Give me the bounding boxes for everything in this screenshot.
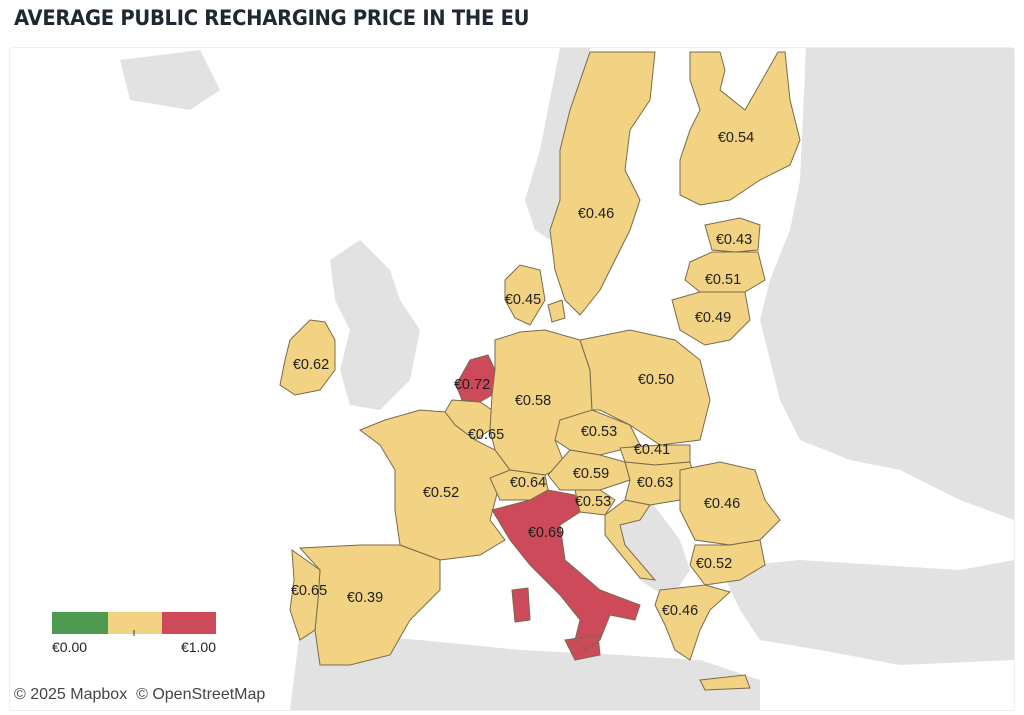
country-croatia[interactable]: [604, 499, 657, 581]
country-latvia[interactable]: [684, 251, 766, 293]
price-label-ireland: €0.62: [293, 357, 329, 373]
background-land: [120, 48, 1014, 710]
eu-countries: [279, 51, 801, 691]
iceland-land: [120, 50, 220, 110]
legend: €0.00 €1.00: [52, 612, 216, 655]
legend-max-label: €1.00: [181, 639, 216, 655]
legend-min-label: €0.00: [52, 639, 87, 655]
norway-land: [525, 48, 590, 240]
price-label-czechia: €0.53: [581, 424, 617, 440]
price-label-romania: €0.46: [704, 496, 740, 512]
country-greece[interactable]: [654, 584, 751, 691]
country-italy[interactable]: [491, 489, 641, 661]
country-finland[interactable]: [679, 51, 801, 206]
map-svg: €0.46 €0.54 €0.43 €0.51 €0.49 €0.45 €0.62 €0.72…: [52, 48, 1014, 710]
price-label-switzerland: €0.64: [510, 475, 546, 491]
country-portugal[interactable]: [289, 548, 321, 641]
price-label-germany: €0.58: [515, 393, 551, 409]
price-label-italy: €0.69: [528, 525, 564, 541]
price-label-spain: €0.39: [347, 590, 383, 606]
scale-high-swatch: [162, 612, 216, 634]
country-poland[interactable]: [579, 329, 711, 446]
country-lithuania[interactable]: [671, 291, 751, 346]
country-germany[interactable]: [489, 329, 593, 476]
country-denmark[interactable]: [504, 264, 566, 326]
page-title: AVERAGE PUBLIC RECHARGING PRICE IN THE E…: [14, 6, 530, 30]
price-label-portugal: €0.65: [291, 583, 327, 599]
country-netherlands[interactable]: [455, 354, 496, 403]
turkey-land: [720, 560, 1014, 665]
north-africa-land: [290, 630, 760, 710]
price-label-lithuania: €0.49: [695, 310, 731, 326]
price-label-denmark: €0.45: [505, 292, 541, 308]
price-label-slovenia: €0.53: [575, 494, 611, 510]
country-france[interactable]: [358, 409, 511, 561]
country-labels: €0.46 €0.54 €0.43 €0.51 €0.49 €0.45 €0.62 €0.72…: [291, 130, 754, 619]
country-sweden[interactable]: [549, 51, 656, 316]
russia-belarus-ukraine-land: [760, 48, 1014, 520]
price-label-latvia: €0.51: [705, 272, 741, 288]
price-label-estonia: €0.43: [716, 232, 752, 248]
price-label-poland: €0.50: [638, 372, 674, 388]
country-estonia[interactable]: [704, 217, 761, 253]
price-label-finland: €0.54: [718, 130, 754, 146]
scale-low-swatch: [52, 612, 108, 634]
price-label-belgium: €0.65: [468, 427, 504, 443]
price-label-sweden: €0.46: [578, 206, 614, 222]
country-romania[interactable]: [679, 461, 781, 546]
scale-mid-swatch: [108, 612, 162, 634]
map-attribution: © 2025 Mapbox © OpenStreetMap: [14, 686, 265, 704]
price-label-austria: €0.59: [573, 466, 609, 482]
price-label-france: €0.52: [423, 485, 459, 501]
price-label-greece: €0.46: [662, 603, 698, 619]
price-label-bulgaria: €0.52: [696, 556, 732, 572]
uk-land: [330, 240, 420, 410]
price-label-hungary: €0.63: [637, 475, 673, 491]
osm-attribution-link[interactable]: © OpenStreetMap: [136, 686, 266, 703]
mapbox-attribution-link[interactable]: © 2025 Mapbox: [14, 686, 128, 703]
price-label-netherlands: €0.72: [454, 377, 490, 393]
country-czechia[interactable]: [554, 409, 641, 456]
price-label-slovakia: €0.41: [634, 442, 670, 458]
map-canvas[interactable]: €0.46 €0.54 €0.43 €0.51 €0.49 €0.45 €0.62 €0.72…: [10, 48, 1014, 710]
country-bulgaria[interactable]: [689, 539, 766, 586]
country-ireland[interactable]: [279, 319, 336, 396]
